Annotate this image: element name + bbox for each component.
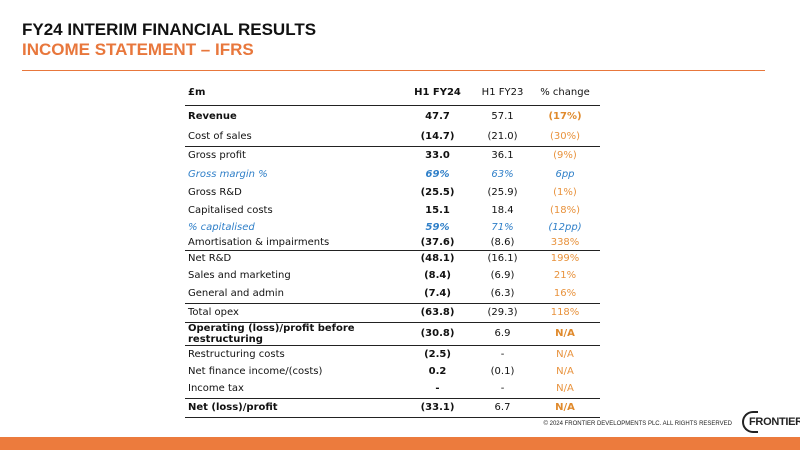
fy24-value: 69% <box>425 168 450 180</box>
fy24-value: 0.2 <box>428 366 447 377</box>
fy23-value: (0.1) <box>490 366 515 377</box>
change-value: 16% <box>530 284 600 304</box>
row-label: Net finance income/(costs) <box>188 366 323 377</box>
table-row: Cost of sales (14.7) (21.0) (30%) <box>185 127 600 147</box>
fy23-value: (21.0) <box>475 127 530 147</box>
fy24-value: (37.6) <box>400 235 475 251</box>
fy24-value: 59% <box>425 221 450 233</box>
logo-text: FRONTIER <box>749 416 800 428</box>
fy23-value: (25.9) <box>487 187 518 198</box>
row-label: Gross profit <box>188 150 246 162</box>
table-row: Total opex (63.8) (29.3) 118% <box>185 303 600 323</box>
table-row: Gross margin % 69% 63% 6pp <box>185 165 600 183</box>
fy23-value: 63% <box>491 168 514 180</box>
fy24-value: (63.8) <box>400 303 475 323</box>
fy23-value: 6.7 <box>475 398 530 418</box>
column-header: % change <box>530 80 600 106</box>
fy24-value: 47.7 <box>425 110 450 122</box>
change-value: 118% <box>530 303 600 323</box>
change-value: 338% <box>530 235 600 251</box>
change-value: 6pp <box>555 168 575 180</box>
frontier-logo: FRONTIER <box>742 411 800 433</box>
change-value: 199% <box>550 252 580 264</box>
row-label: Capitalised costs <box>188 205 273 216</box>
fy23-value: (8.6) <box>475 235 530 251</box>
fy24-value: (8.4) <box>424 269 451 281</box>
row-label: Net (loss)/profit <box>185 398 400 418</box>
fy24-value: 15.1 <box>425 205 450 216</box>
table-row: General and admin (7.4) (6.3) 16% <box>185 284 600 304</box>
fy23-value: (6.3) <box>475 284 530 304</box>
fy23-value: - <box>500 348 505 360</box>
change-value: N/A <box>556 366 574 377</box>
change-value: N/A <box>556 348 574 360</box>
table-row: Net R&D (48.1) (16.1) 199% <box>185 250 600 266</box>
table-row: Net finance income/(costs) 0.2 (0.1) N/A <box>185 363 600 380</box>
column-header: H1 FY23 <box>475 80 530 106</box>
column-header: £m <box>185 80 400 106</box>
table-row: Income tax - - N/A <box>185 380 600 399</box>
change-value: (1%) <box>553 187 577 198</box>
fy23-value: 18.4 <box>491 205 514 216</box>
slide-subtitle: INCOME STATEMENT – IFRS <box>22 40 254 59</box>
change-value: (9%) <box>553 150 577 162</box>
table-row: Gross R&D (25.5) (25.9) (1%) <box>185 183 600 202</box>
fy24-value: (2.5) <box>424 348 451 360</box>
fy24-value: (33.1) <box>400 398 475 418</box>
row-label: Revenue <box>188 110 237 122</box>
table-row: Restructuring costs (2.5) - N/A <box>185 345 600 363</box>
fy23-value: 6.9 <box>475 322 530 346</box>
row-label: Amortisation & impairments <box>185 235 400 251</box>
change-value: N/A <box>530 380 600 399</box>
table-row: Gross profit 33.0 36.1 (9%) <box>185 146 600 165</box>
row-label: Total opex <box>185 303 400 323</box>
change-value: (18%) <box>549 205 581 216</box>
change-value: (12pp) <box>548 221 582 233</box>
row-label: General and admin <box>185 284 400 304</box>
row-label: Restructuring costs <box>188 348 285 360</box>
title-divider <box>22 70 765 71</box>
fy24-value: (25.5) <box>420 187 455 198</box>
table-row: Sales and marketing (8.4) (6.9) 21% <box>185 266 600 284</box>
row-label: Operating (loss)/profit before restructu… <box>185 322 400 346</box>
fy23-value: - <box>475 380 530 399</box>
fy23-value: 71% <box>491 221 514 233</box>
fy24-value: - <box>400 380 475 399</box>
table-row: Amortisation & impairments (37.6) (8.6) 338… <box>185 235 600 251</box>
table-row: Operating (loss)/profit before restructu… <box>185 322 600 346</box>
fy23-value: 57.1 <box>491 110 514 122</box>
logo-ring-icon <box>742 411 758 433</box>
row-label: Gross R&D <box>188 187 242 198</box>
row-label: % capitalised <box>188 221 255 233</box>
fy24-value: (48.1) <box>420 252 455 264</box>
row-label: Income tax <box>185 380 400 399</box>
income-statement-table: £m H1 FY24 H1 FY23 % change Revenue 47.7 5… <box>185 80 600 418</box>
fy23-value: (16.1) <box>487 252 518 264</box>
fy24-value: (30.8) <box>400 322 475 346</box>
fy23-value: (29.3) <box>475 303 530 323</box>
row-label: Cost of sales <box>185 127 400 147</box>
row-label: Gross margin % <box>188 168 268 180</box>
footer-bar <box>0 437 800 450</box>
change-value: N/A <box>530 398 600 418</box>
fy24-value: 33.0 <box>425 150 450 162</box>
table-row: Capitalised costs 15.1 18.4 (18%) <box>185 202 600 219</box>
slide-title: FY24 INTERIM FINANCIAL RESULTS <box>22 20 317 39</box>
table-row: % capitalised 59% 71% (12pp) <box>185 219 600 235</box>
fy23-value: 36.1 <box>491 150 514 162</box>
change-value: 21% <box>553 269 577 281</box>
fy23-value: (6.9) <box>490 269 515 281</box>
change-value: (30%) <box>530 127 600 147</box>
fy24-value: (14.7) <box>400 127 475 147</box>
column-header: H1 FY24 <box>400 80 475 106</box>
change-value: (17%) <box>548 110 582 122</box>
table-header-row: £m H1 FY24 H1 FY23 % change <box>185 80 600 106</box>
change-value: N/A <box>530 322 600 346</box>
copyright-notice: © 2024 FRONTIER DEVELOPMENTS PLC. ALL RI… <box>543 421 732 427</box>
row-label: Net R&D <box>188 252 232 264</box>
fy24-value: (7.4) <box>400 284 475 304</box>
table-row: Net (loss)/profit (33.1) 6.7 N/A <box>185 398 600 418</box>
row-label: Sales and marketing <box>188 269 291 281</box>
table-row: Revenue 47.7 57.1 (17%) <box>185 105 600 127</box>
